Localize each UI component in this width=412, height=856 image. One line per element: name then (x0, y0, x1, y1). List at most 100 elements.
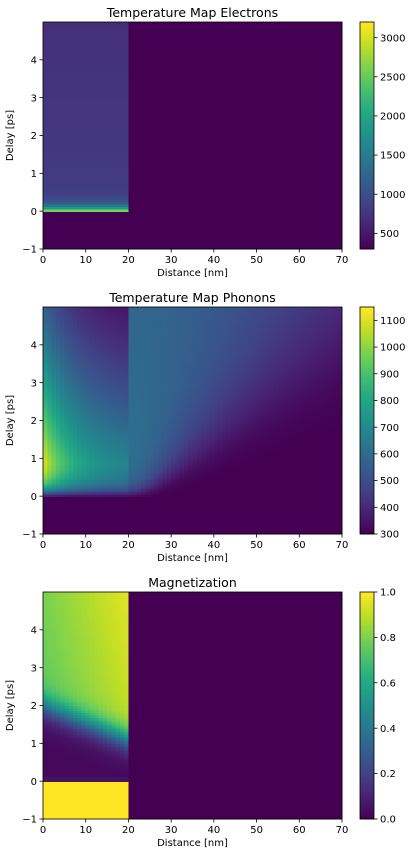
heatmap-cell (55, 239, 61, 243)
heatmap-cell (107, 74, 112, 77)
heatmap-cell (213, 111, 219, 115)
heatmap-cell (68, 116, 74, 120)
heatmap-cell (222, 36, 228, 40)
heatmap-cell (68, 244, 74, 248)
heatmap-cell (132, 40, 138, 44)
heatmap-cell (188, 175, 194, 179)
heatmap-cell (77, 111, 83, 115)
heatmap-cell (124, 45, 130, 49)
heatmap-cell (154, 43, 159, 47)
heatmap-cell (64, 78, 70, 82)
heatmap-cell (235, 166, 241, 170)
heatmap-cell (175, 57, 181, 61)
heatmap-cell (209, 24, 215, 28)
heatmap-cell (119, 189, 125, 193)
heatmap-cell (188, 168, 194, 172)
heatmap-cell (145, 189, 151, 193)
heatmap-cell (72, 104, 78, 108)
heatmap-cell (136, 48, 142, 51)
heatmap-cell (124, 187, 130, 191)
heatmap-cell (243, 218, 249, 222)
heatmap-cell (136, 33, 142, 37)
heatmap-cell (43, 189, 48, 193)
heatmap-cell (248, 208, 253, 212)
heatmap-cell (213, 215, 219, 219)
heatmap-cell (136, 187, 142, 191)
heatmap-cell (115, 126, 121, 130)
heatmap-cell (149, 57, 155, 61)
heatmap-cell (239, 142, 245, 146)
heatmap-cell (77, 154, 83, 158)
heatmap-cell (89, 142, 95, 146)
heatmap-cell (102, 64, 108, 68)
heatmap-cell (132, 144, 138, 148)
heatmap-cell (77, 45, 83, 49)
heatmap-cell (72, 88, 78, 92)
heatmap-cell (136, 149, 142, 153)
heatmap-cell (183, 185, 189, 189)
heatmap-cell (89, 104, 95, 108)
heatmap-cell (94, 230, 100, 234)
heatmap-cell (209, 118, 215, 122)
heatmap-cell (77, 156, 83, 160)
heatmap-cell (209, 156, 215, 160)
heatmap-cell (145, 123, 151, 127)
heatmap-cell (85, 31, 91, 35)
heatmap-cell (81, 24, 87, 28)
heatmap-cell (81, 69, 87, 73)
heatmap-cell (213, 182, 219, 186)
heatmap-cell (149, 211, 155, 215)
heatmap-cell (85, 50, 91, 54)
heatmap-cell (188, 220, 194, 224)
heatmap-cell (209, 78, 215, 82)
heatmap-cell (205, 43, 211, 47)
heatmap-cell (235, 159, 241, 163)
heatmap-cell (209, 237, 215, 241)
heatmap-cell (98, 59, 104, 63)
heatmap-cell (77, 234, 83, 238)
heatmap-cell (192, 234, 198, 238)
heatmap-cell (64, 107, 70, 111)
heatmap-cell (51, 241, 57, 245)
heatmap-cell (179, 92, 185, 96)
heatmap-cell (128, 109, 134, 113)
heatmap-cell (60, 107, 65, 111)
heatmap-cell (64, 92, 70, 96)
heatmap-cell (235, 59, 241, 63)
heatmap-cell (136, 178, 142, 182)
heatmap-cell (89, 59, 95, 63)
heatmap-cell (60, 196, 65, 200)
heatmap-cell (183, 48, 189, 51)
heatmap-cell (149, 114, 155, 118)
heatmap-cell (196, 123, 202, 127)
heatmap-cell (183, 227, 189, 231)
heatmap-cell (235, 24, 241, 28)
heatmap-cell (55, 97, 61, 101)
heatmap-cell (213, 180, 219, 184)
heatmap-cell (102, 38, 108, 42)
heatmap-cell (252, 114, 258, 118)
heatmap-cell (111, 222, 117, 226)
heatmap-cell (218, 215, 223, 219)
heatmap-cell (77, 81, 83, 85)
heatmap-cell (64, 135, 70, 139)
heatmap-cell (85, 62, 91, 66)
heatmap-cell (107, 50, 112, 54)
heatmap-cell (141, 69, 147, 73)
heatmap-cell (171, 237, 177, 241)
heatmap-cell (175, 187, 181, 191)
heatmap-cell (47, 114, 53, 118)
heatmap-cell (166, 48, 172, 51)
heatmap-cell (128, 199, 134, 203)
heatmap-cell (243, 36, 249, 40)
heatmap-cell (64, 38, 70, 42)
heatmap-cell (158, 213, 164, 217)
heatmap-cell (51, 109, 57, 113)
heatmap-cell (47, 222, 53, 226)
heatmap-cell (89, 29, 95, 33)
heatmap-cell (213, 130, 219, 134)
heatmap-cell (235, 121, 241, 125)
heatmap-cell (179, 130, 185, 134)
heatmap-cell (72, 225, 78, 229)
heatmap-cell (162, 159, 168, 163)
